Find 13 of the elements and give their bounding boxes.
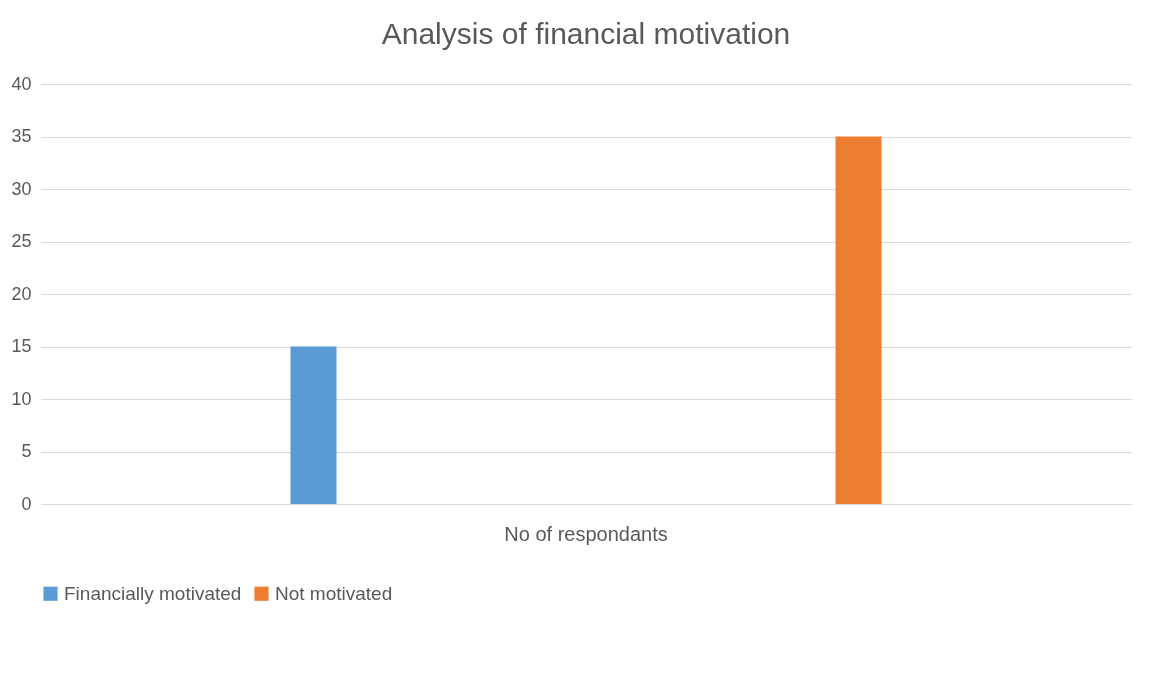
- y-tick-label: 30: [11, 178, 32, 199]
- y-tick-label: 10: [11, 388, 32, 409]
- y-tick-label: 40: [11, 73, 32, 94]
- legend-label: Not motivated: [275, 582, 393, 604]
- y-tick-label: 5: [21, 441, 32, 461]
- legend-label: Financially motivated: [64, 582, 242, 604]
- chart-title: Analysis of financial motivation: [381, 17, 791, 50]
- y-tick-label: 25: [11, 231, 32, 251]
- y-tick-label: 15: [11, 336, 32, 356]
- y-tick-label: 35: [11, 126, 32, 146]
- x-tick-label: No of respondants: [504, 522, 668, 545]
- y-tick-label: 20: [11, 283, 32, 304]
- y-tick-label: 0: [21, 493, 32, 514]
